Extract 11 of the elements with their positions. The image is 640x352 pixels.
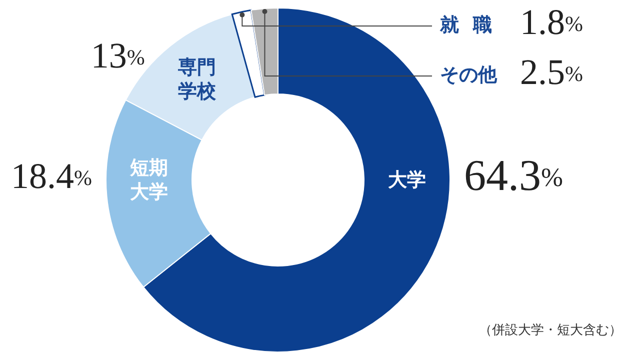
data-label: 13% (90, 36, 145, 76)
slice-label: その他 (440, 64, 498, 86)
slice-label: 大学 (388, 169, 426, 191)
data-label: 2.5% (520, 52, 583, 92)
data-label: 64.3% (464, 151, 563, 200)
slice-label: 短期大学 (129, 157, 168, 203)
data-label: 18.4% (11, 156, 92, 196)
slice-label: 就職 (439, 14, 506, 36)
slice-label: 専門学校 (177, 56, 218, 103)
data-label: 1.8% (520, 2, 583, 42)
text: （併設大学・短大含む） (479, 323, 622, 338)
